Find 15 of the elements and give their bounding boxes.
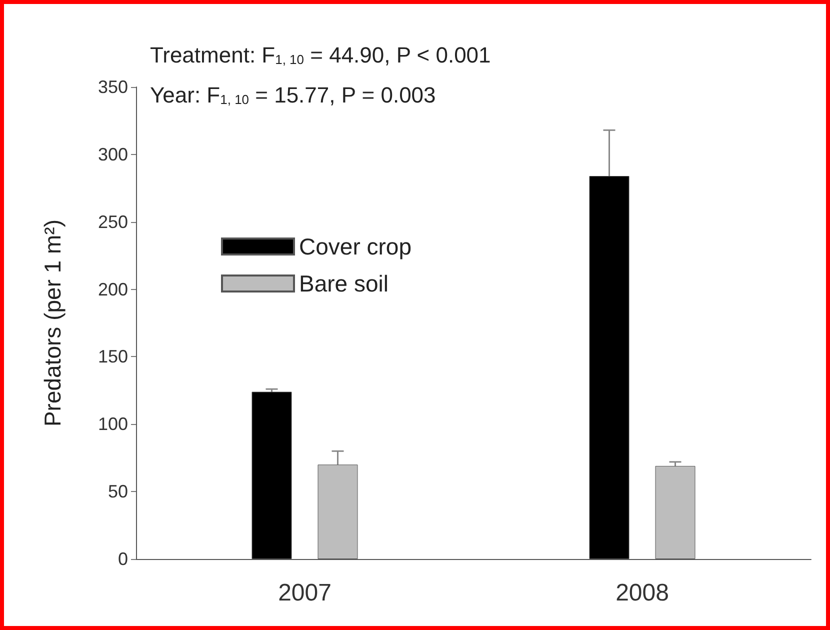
legend-label: Bare soil [299, 270, 388, 296]
legend-label: Cover crop [299, 234, 412, 260]
y-axis-title: Predators (per 1 m²) [40, 219, 66, 427]
y-tick-label: 300 [98, 144, 128, 164]
y-tick-label: 100 [98, 414, 128, 434]
y-tick-label: 150 [98, 346, 128, 367]
x-tick-label: 2007 [278, 580, 332, 606]
y-tick-label: 200 [98, 279, 128, 300]
y-tick-label: 250 [98, 212, 128, 232]
text: Treatment: F1, 10 = 44.90, P < 0.001 [150, 42, 491, 68]
annotation: Year: F1, 10 = 15.77, P = 0.003 [150, 82, 436, 108]
y-tick-label: 350 [98, 77, 128, 97]
y-tick-label: 50 [108, 482, 128, 502]
y-tick-label: 0 [118, 549, 128, 569]
x-tick-label: 2008 [616, 580, 669, 606]
